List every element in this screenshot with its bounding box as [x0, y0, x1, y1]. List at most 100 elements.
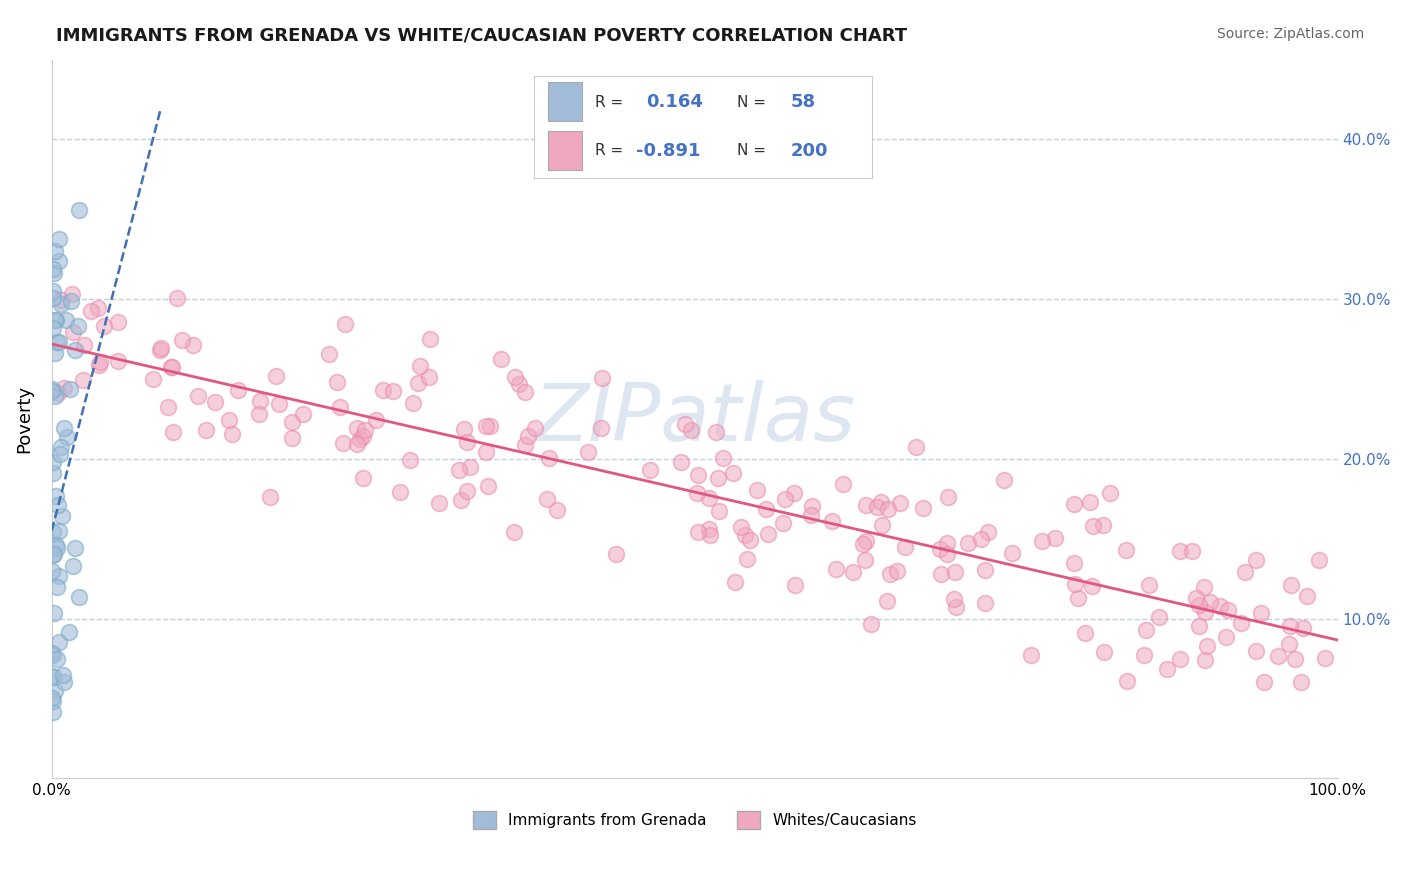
Point [993, 473, 1015, 487]
Point [855, 534, 877, 549]
Point [688, 525, 710, 540]
Point [150, 341, 173, 355]
Point [1083, 519, 1105, 533]
Point [503, 525, 526, 540]
Point [41, 646, 63, 660]
Point [977, 525, 1000, 540]
Point [87, 301, 110, 315]
Point [181, 337, 204, 351]
Point [489, 352, 512, 367]
Point [824, 562, 846, 576]
Point [1078, 494, 1101, 508]
Point [89, 355, 111, 369]
Point [218, 413, 240, 427]
FancyBboxPatch shape [548, 131, 582, 170]
Point [1234, 565, 1257, 579]
Point [332, 436, 354, 450]
Point [685, 486, 707, 500]
Point [772, 516, 794, 531]
Point [41, 384, 63, 398]
Text: N =: N = [737, 144, 766, 158]
Point [291, 408, 314, 422]
Point [1291, 675, 1313, 690]
Point [853, 552, 876, 566]
Point [166, 291, 188, 305]
Point [60, 294, 83, 309]
Point [269, 397, 291, 411]
Point [1132, 648, 1154, 663]
Point [704, 425, 727, 439]
Point [42, 705, 65, 719]
Point [503, 370, 526, 384]
Point [1147, 610, 1170, 624]
Point [52, 381, 75, 395]
Point [929, 542, 952, 557]
Point [67, 591, 90, 605]
Point [681, 423, 703, 437]
Point [475, 419, 498, 434]
Point [738, 533, 761, 548]
Point [1192, 580, 1215, 594]
Point [785, 578, 807, 592]
Point [349, 432, 371, 446]
Point [782, 486, 804, 500]
Point [589, 421, 612, 435]
Point [194, 423, 217, 437]
Point [1031, 534, 1053, 549]
Point [911, 501, 934, 516]
Point [45, 313, 67, 327]
Point [866, 500, 889, 514]
Point [1253, 675, 1275, 690]
Point [60, 287, 83, 301]
Point [935, 547, 957, 561]
Point [329, 400, 352, 414]
Point [42, 321, 65, 335]
Point [80, 303, 103, 318]
Point [44, 684, 66, 698]
Point [51, 508, 73, 523]
Point [107, 353, 129, 368]
Point [373, 383, 395, 397]
Text: R =: R = [595, 144, 623, 158]
Point [730, 520, 752, 534]
Point [62, 325, 84, 339]
Text: Source: ZipAtlas.com: Source: ZipAtlas.com [1216, 27, 1364, 41]
Point [513, 384, 536, 399]
Point [399, 452, 422, 467]
Point [73, 338, 96, 352]
Point [1230, 616, 1253, 631]
Point [51, 297, 73, 311]
Point [697, 523, 720, 537]
Point [905, 441, 928, 455]
Point [333, 317, 356, 331]
Point [48, 524, 70, 538]
Point [1194, 605, 1216, 619]
Point [870, 518, 893, 533]
Point [1063, 556, 1085, 570]
Point [44, 389, 66, 403]
Point [546, 502, 568, 516]
Text: R =: R = [595, 95, 623, 110]
Point [44, 313, 66, 327]
Point [42, 549, 65, 563]
Point [1063, 498, 1085, 512]
Point [247, 408, 270, 422]
Point [450, 493, 472, 508]
Point [45, 538, 67, 552]
Point [42, 648, 65, 662]
Point [931, 566, 953, 581]
Point [477, 479, 499, 493]
Text: 0.164: 0.164 [645, 94, 703, 112]
Point [974, 563, 997, 577]
Point [1098, 485, 1121, 500]
Text: IMMIGRANTS FROM GRENADA VS WHITE/CAUCASIAN POVERTY CORRELATION CHART: IMMIGRANTS FROM GRENADA VS WHITE/CAUCASI… [56, 27, 907, 45]
Point [66, 318, 89, 333]
Point [156, 400, 179, 414]
Point [46, 541, 69, 556]
Point [49, 440, 72, 454]
Point [1019, 648, 1042, 662]
Point [419, 333, 441, 347]
Point [1091, 518, 1114, 533]
Point [479, 418, 502, 433]
Point [688, 467, 710, 482]
